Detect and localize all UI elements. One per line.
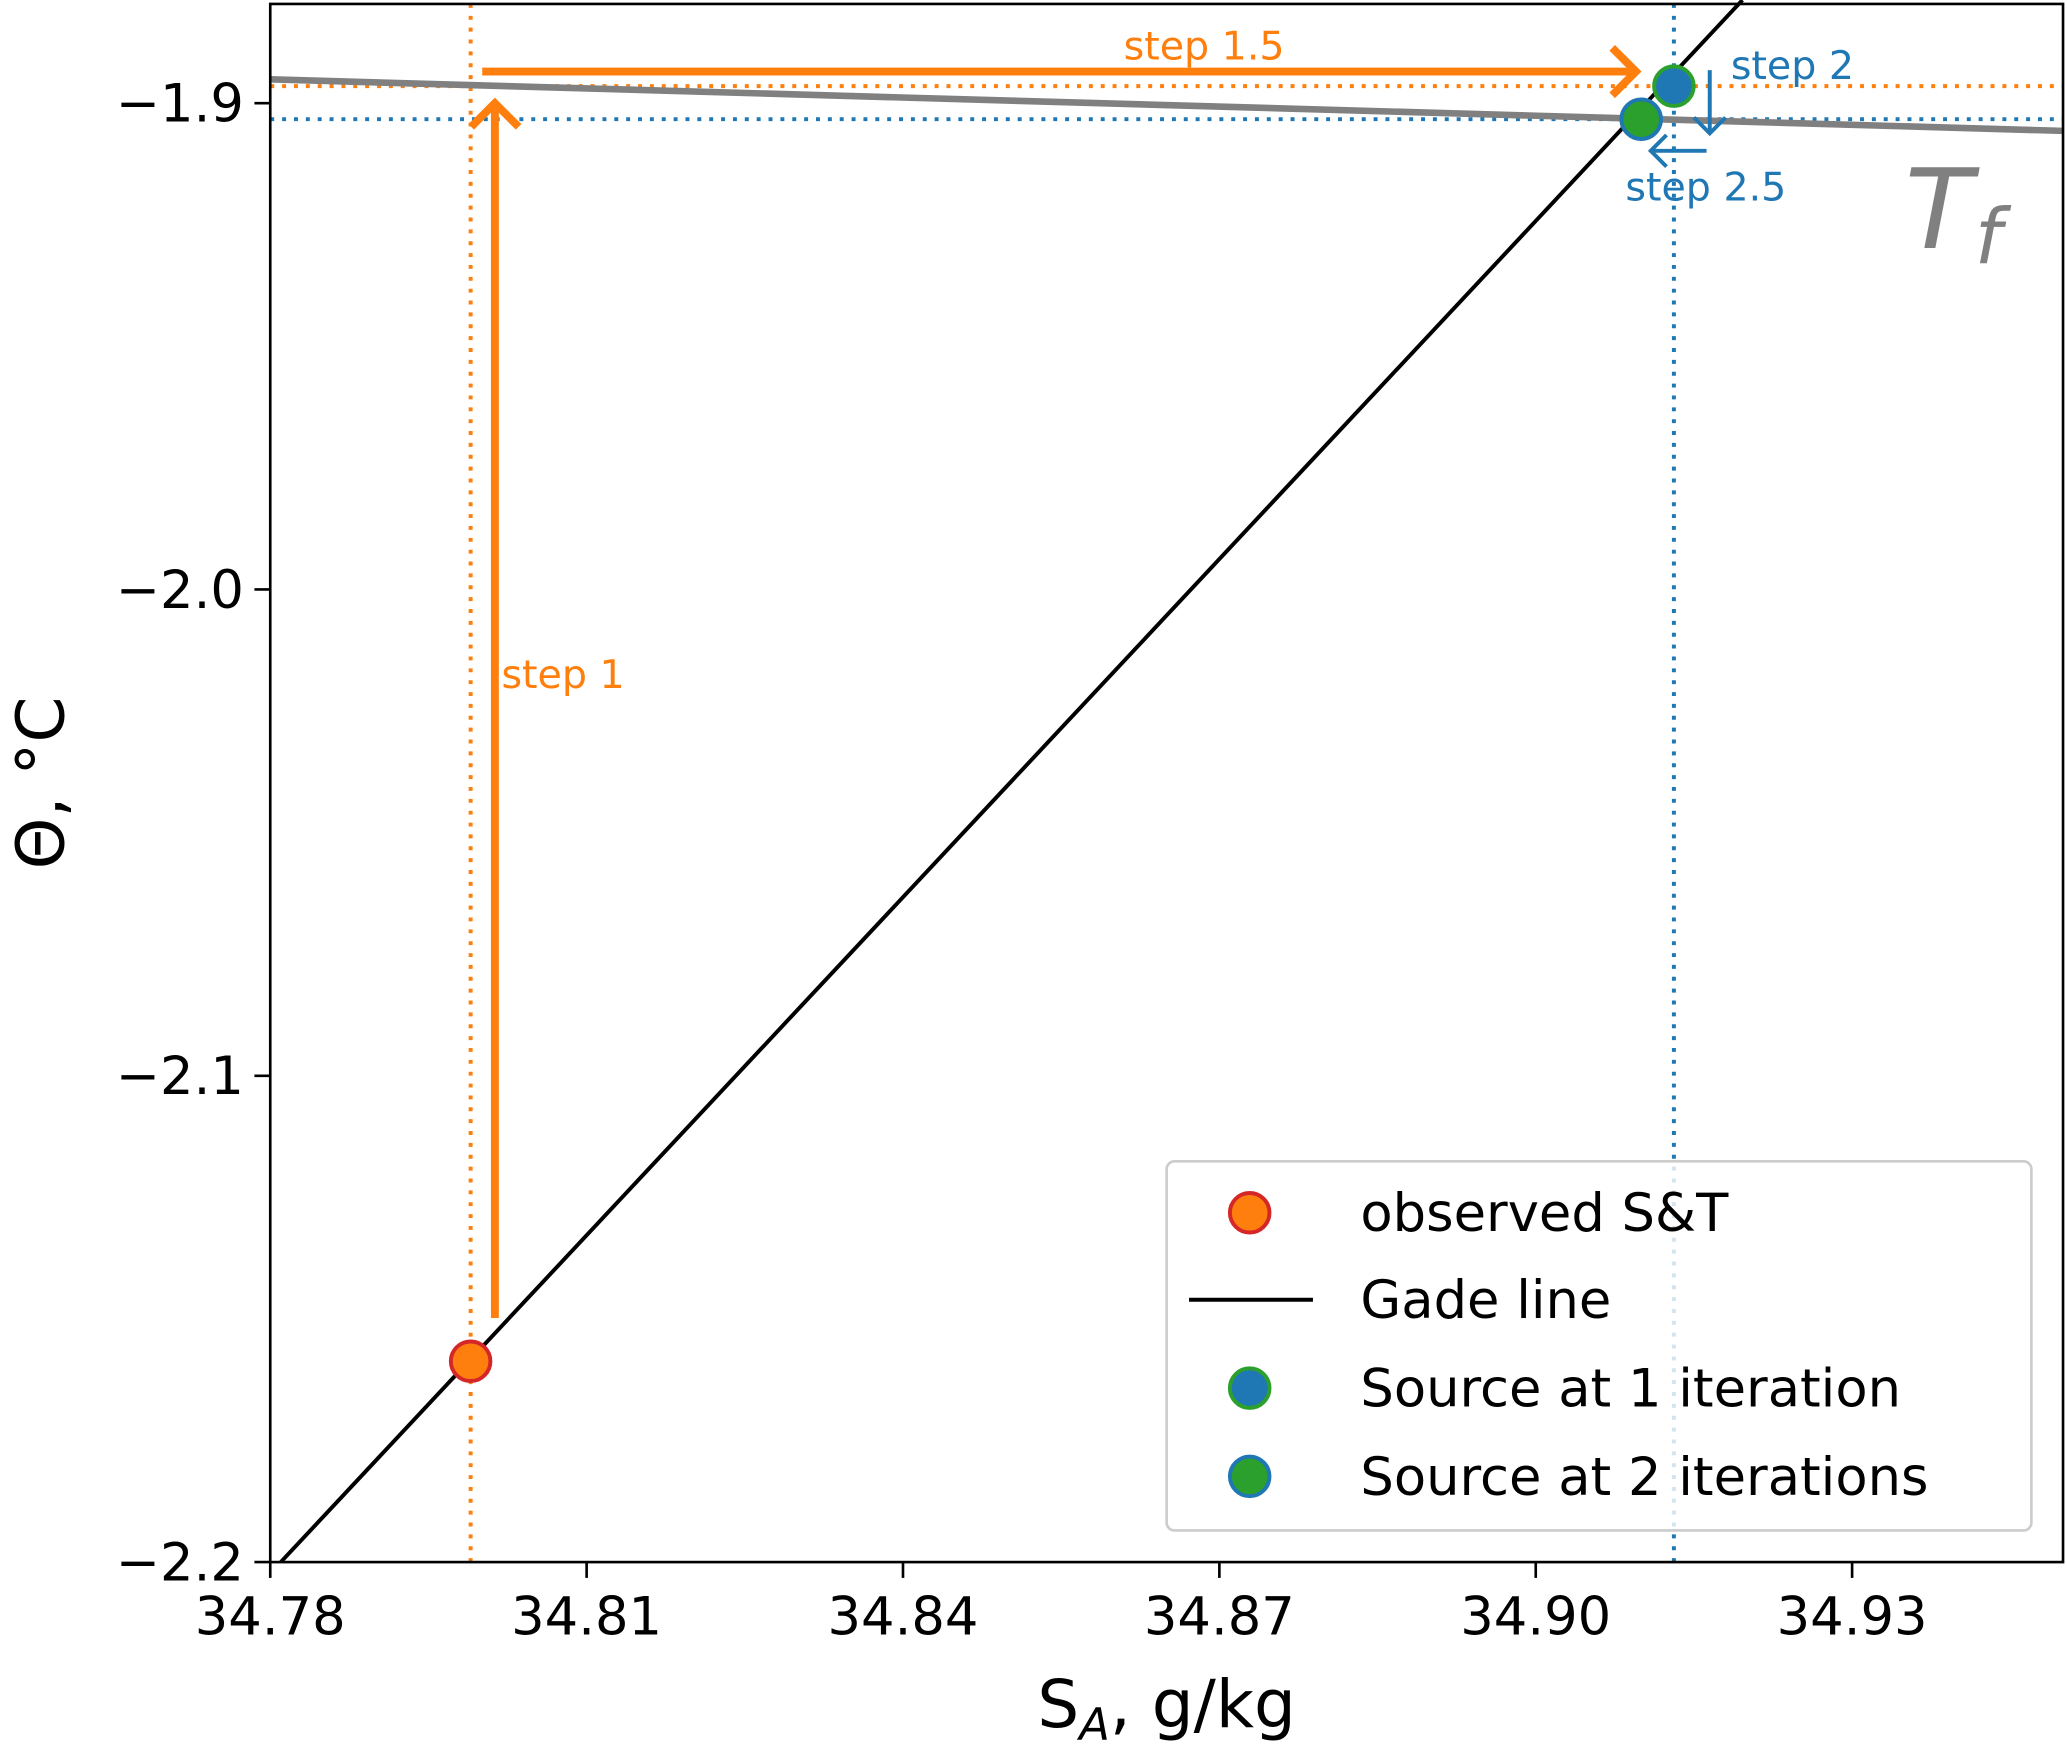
x-tick-label: 34.84 [828, 1587, 979, 1648]
y-tick-label: −2.2 [116, 1533, 244, 1594]
legend-label: Gade line [1360, 1270, 1611, 1331]
arrow-label: step 2.5 [1625, 164, 1786, 210]
x-tick-label: 34.90 [1460, 1587, 1611, 1648]
arrow-label: step 1 [501, 652, 624, 698]
legend-marker [1227, 1366, 1272, 1410]
data-point-observed-s-t [448, 1339, 493, 1383]
y-axis-label: Θ, °C [2, 697, 79, 870]
x-tick-label: 34.81 [511, 1587, 662, 1648]
y-tick-label: −2.0 [116, 560, 244, 621]
arrow-label: step 1.5 [1124, 23, 1285, 69]
x-axis-label: SA, g/kg [1037, 1666, 1295, 1744]
legend-frame [1165, 1160, 2033, 1532]
plot-area: step 1 step 1.5 step 2 step 2.5 [270, 0, 2064, 1564]
tf-annotation: T f [1905, 146, 2012, 283]
arrow-step-1-5-head [1609, 45, 1642, 99]
x-axis: 34.78 34.81 34.84 34.87 34.90 34.93 [195, 1562, 1928, 1648]
data-point-source-at-2-iterations [1619, 97, 1663, 141]
svg-text:f: f [1975, 194, 2012, 283]
svg-text:T: T [1905, 146, 1980, 275]
y-tick-label: −2.1 [116, 1046, 244, 1107]
x-tick-label: 34.78 [195, 1587, 346, 1648]
arrow-step-1-head [468, 97, 522, 130]
x-tick-label: 34.93 [1777, 1587, 1928, 1648]
series-line-gade-line [279, 0, 1744, 1564]
legend-label: observed S&T [1360, 1183, 1729, 1244]
legend-marker [1227, 1191, 1272, 1235]
data-point-source-at-1-iteration [1652, 64, 1696, 108]
legend-label: Source at 1 iteration [1360, 1359, 1901, 1420]
axes-frame [268, 2, 2065, 1564]
y-axis: −1.9 −2.0 −2.1 −2.2 [116, 74, 271, 1594]
arrow-label: step 2 [1731, 43, 1854, 89]
x-tick-label: 34.87 [1144, 1587, 1295, 1648]
legend-marker [1227, 1454, 1272, 1499]
y-tick-label: −1.9 [116, 74, 244, 135]
series-line-tf [270, 76, 2064, 135]
legend-label: Source at 2 iterations [1360, 1447, 1928, 1508]
arrow-step-2-5-head [1647, 133, 1668, 169]
legend: observed S&T Gade line Source at 1 iterati… [1165, 1160, 2033, 1532]
arrow-step-2-head [1692, 116, 1727, 137]
